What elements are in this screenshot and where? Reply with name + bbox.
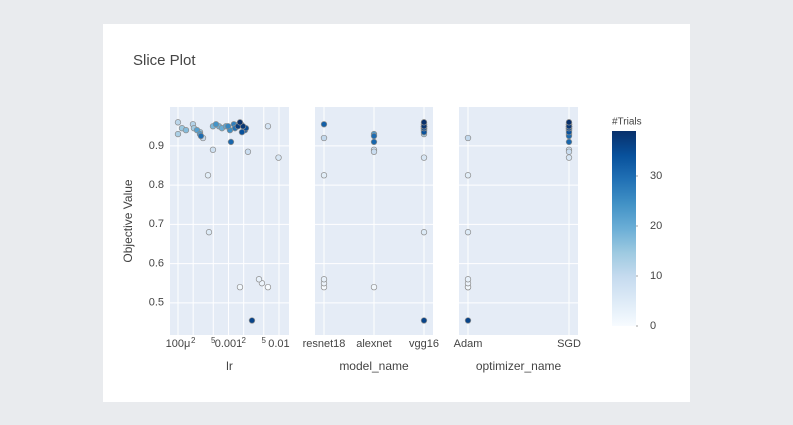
x-tick-label: 0.001 xyxy=(215,338,243,350)
point xyxy=(464,229,472,236)
y-tick-label: 0.6 xyxy=(149,257,164,269)
point xyxy=(236,283,244,291)
point xyxy=(182,127,190,134)
x-tick-label: 2 xyxy=(191,336,196,345)
x-tick-label: 0.01 xyxy=(268,338,289,350)
point xyxy=(420,317,428,324)
x-tick-label: SGD xyxy=(557,338,581,350)
colorbar xyxy=(612,131,636,326)
point xyxy=(370,132,378,140)
point xyxy=(320,134,328,142)
x-tick-label: 5 xyxy=(211,336,216,345)
plot-title: Slice Plot xyxy=(133,52,196,69)
colorbar-tick-label: 30 xyxy=(650,170,662,182)
point xyxy=(464,172,472,179)
point xyxy=(565,148,573,155)
y-tick-label: 0.5 xyxy=(149,297,164,309)
point xyxy=(420,154,428,161)
x-axis-title: lr xyxy=(226,359,233,373)
point xyxy=(464,317,472,324)
x-tick-label: resnet18 xyxy=(303,338,346,350)
point xyxy=(238,128,246,136)
y-tick-label: 0.7 xyxy=(149,218,164,230)
x-axis-title: optimizer_name xyxy=(476,359,562,373)
point xyxy=(420,229,428,236)
colorbar-title: #Trials xyxy=(612,117,642,128)
point xyxy=(236,119,244,126)
x-axis-title: model_name xyxy=(339,359,409,373)
colorbar-tick-label: 0 xyxy=(650,320,656,332)
point xyxy=(227,138,235,146)
point xyxy=(420,119,428,126)
point xyxy=(264,283,272,291)
point xyxy=(275,154,282,161)
colorbar-tick-label: 20 xyxy=(650,220,662,232)
point xyxy=(370,283,378,291)
y-tick-label: 0.9 xyxy=(149,140,164,152)
point xyxy=(204,172,212,179)
colorbar-tick-label: 10 xyxy=(650,270,662,282)
x-tick-label: 100μ xyxy=(166,338,191,350)
point xyxy=(464,276,472,283)
point xyxy=(565,154,573,161)
point xyxy=(320,121,328,128)
point xyxy=(248,317,256,324)
point xyxy=(174,119,182,126)
y-axis-title: Objective Value xyxy=(121,179,135,262)
point xyxy=(205,229,213,236)
y-tick-label: 0.8 xyxy=(149,179,164,191)
point xyxy=(174,130,182,138)
x-tick-label: Adam xyxy=(454,338,483,350)
point xyxy=(244,148,252,155)
point xyxy=(565,119,573,126)
point xyxy=(197,132,205,140)
x-tick-label: alexnet xyxy=(356,338,391,350)
point xyxy=(212,121,220,128)
x-tick-label: 5 xyxy=(262,336,267,345)
point xyxy=(464,134,472,142)
plot-area xyxy=(459,107,578,335)
point xyxy=(565,138,573,146)
point xyxy=(370,148,378,155)
point xyxy=(255,276,263,283)
point xyxy=(370,138,378,146)
x-tick-label: vgg16 xyxy=(409,338,439,350)
point xyxy=(209,146,217,153)
plot-area xyxy=(170,107,289,335)
point xyxy=(320,276,328,283)
x-tick-label: 2 xyxy=(241,336,246,345)
point xyxy=(264,123,272,130)
point xyxy=(224,123,232,130)
point xyxy=(320,172,328,179)
